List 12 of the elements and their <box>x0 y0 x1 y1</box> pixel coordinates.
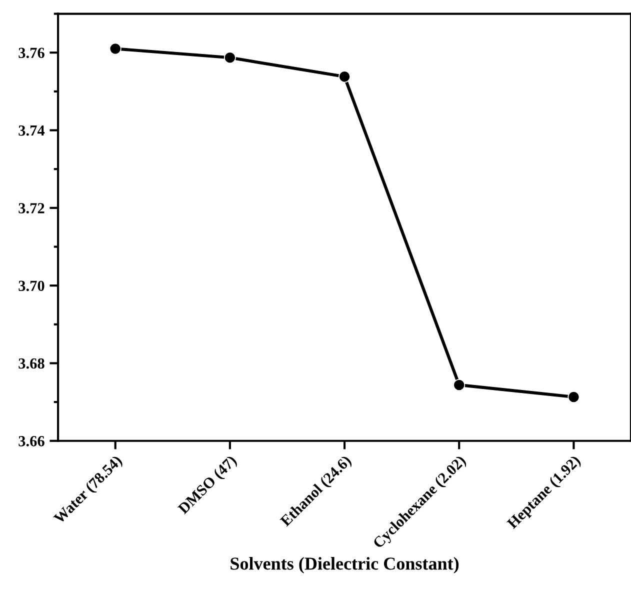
y-tick-label: 3.66 <box>18 436 44 446</box>
y-tick-label: 3.72 <box>18 203 44 214</box>
y-tick-label: 3.68 <box>18 358 44 369</box>
point <box>568 391 580 403</box>
y-tick-label: 3.74 <box>18 125 45 136</box>
y-tick-label: 3.70 <box>18 280 44 292</box>
y-tick-label: 3.76 <box>18 48 44 58</box>
x-axis-title: Solvents (Dielectric Constant) <box>230 557 459 574</box>
point <box>453 378 466 391</box>
point <box>109 42 122 55</box>
point <box>338 70 350 83</box>
point <box>224 52 236 64</box>
